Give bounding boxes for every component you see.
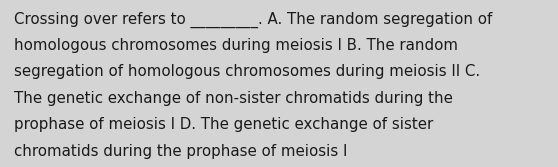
Text: Crossing over refers to _________. A. The random segregation of: Crossing over refers to _________. A. Th… (14, 12, 492, 28)
Text: homologous chromosomes during meiosis I B. The random: homologous chromosomes during meiosis I … (14, 38, 458, 53)
Text: segregation of homologous chromosomes during meiosis II C.: segregation of homologous chromosomes du… (14, 64, 480, 79)
Text: prophase of meiosis I D. The genetic exchange of sister: prophase of meiosis I D. The genetic exc… (14, 117, 433, 132)
Text: The genetic exchange of non-sister chromatids during the: The genetic exchange of non-sister chrom… (14, 91, 453, 106)
Text: chromatids during the prophase of meiosis I: chromatids during the prophase of meiosi… (14, 144, 347, 159)
